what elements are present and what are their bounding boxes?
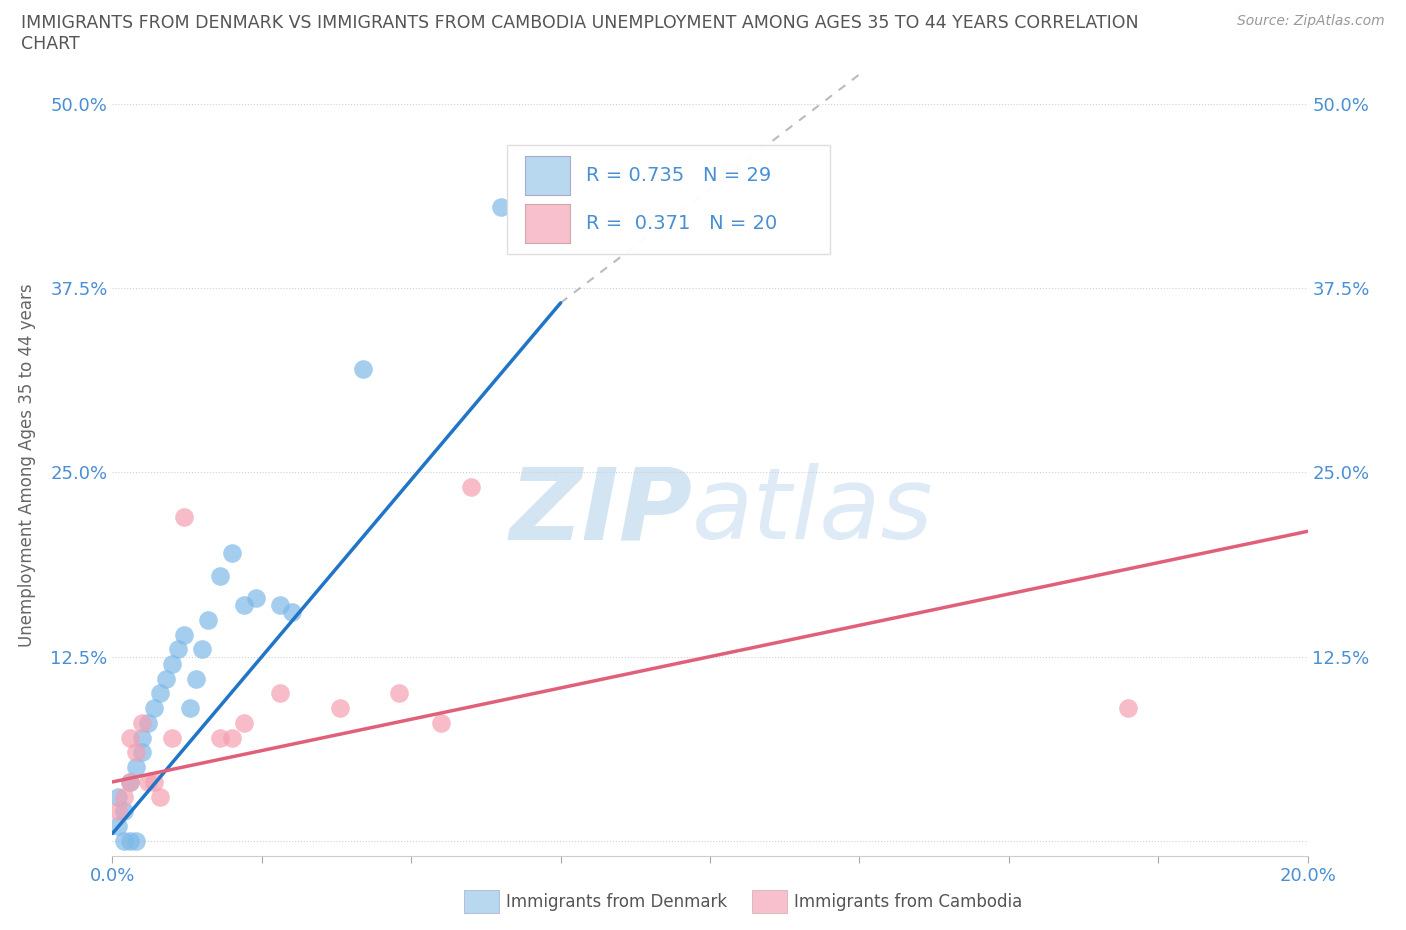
Point bbox=[162, 657, 183, 671]
Text: R =  0.371   N = 20: R = 0.371 N = 20 bbox=[586, 214, 778, 232]
Point bbox=[489, 200, 512, 215]
Point bbox=[233, 715, 256, 730]
Point bbox=[173, 509, 195, 524]
Point bbox=[120, 775, 142, 790]
Text: IMMIGRANTS FROM DENMARK VS IMMIGRANTS FROM CAMBODIA UNEMPLOYMENT AMONG AGES 35 T: IMMIGRANTS FROM DENMARK VS IMMIGRANTS FR… bbox=[21, 14, 1139, 32]
Point bbox=[179, 701, 201, 716]
Point bbox=[138, 775, 160, 790]
Point bbox=[209, 730, 232, 745]
Point bbox=[120, 775, 142, 790]
Point bbox=[209, 568, 232, 583]
Point bbox=[221, 546, 243, 561]
Point bbox=[197, 612, 219, 627]
Point bbox=[221, 730, 243, 745]
Point bbox=[131, 715, 153, 730]
Point bbox=[143, 775, 166, 790]
Point bbox=[281, 604, 304, 619]
Point bbox=[107, 790, 129, 804]
Point bbox=[430, 715, 453, 730]
Point bbox=[186, 671, 208, 686]
Text: R = 0.735   N = 29: R = 0.735 N = 29 bbox=[586, 166, 770, 185]
Point bbox=[173, 627, 195, 642]
Point bbox=[131, 730, 153, 745]
FancyBboxPatch shape bbox=[508, 145, 830, 254]
Point bbox=[233, 598, 256, 613]
Point bbox=[107, 818, 129, 833]
Point bbox=[155, 671, 177, 686]
Point bbox=[125, 833, 148, 848]
Point bbox=[120, 730, 142, 745]
Bar bbox=[524, 204, 571, 243]
Point bbox=[120, 833, 142, 848]
Point bbox=[191, 642, 214, 657]
Point bbox=[125, 760, 148, 775]
Point bbox=[353, 362, 375, 377]
Point bbox=[125, 745, 148, 760]
Point bbox=[114, 790, 135, 804]
Point bbox=[114, 804, 135, 818]
Point bbox=[114, 833, 135, 848]
Y-axis label: Unemployment Among Ages 35 to 44 years: Unemployment Among Ages 35 to 44 years bbox=[18, 284, 37, 646]
Text: Immigrants from Cambodia: Immigrants from Cambodia bbox=[794, 893, 1022, 911]
Point bbox=[138, 715, 160, 730]
Point bbox=[149, 790, 172, 804]
Point bbox=[143, 701, 166, 716]
Point bbox=[149, 686, 172, 701]
Point bbox=[245, 591, 267, 605]
Text: atlas: atlas bbox=[692, 463, 934, 561]
Text: Immigrants from Denmark: Immigrants from Denmark bbox=[506, 893, 727, 911]
Point bbox=[269, 598, 291, 613]
Point bbox=[269, 686, 291, 701]
Bar bbox=[524, 156, 571, 195]
Point bbox=[162, 730, 183, 745]
Text: Source: ZipAtlas.com: Source: ZipAtlas.com bbox=[1237, 14, 1385, 28]
Point bbox=[388, 686, 411, 701]
Point bbox=[131, 745, 153, 760]
Text: CHART: CHART bbox=[21, 35, 80, 53]
Point bbox=[329, 701, 352, 716]
Point bbox=[460, 480, 482, 495]
Point bbox=[167, 642, 190, 657]
Text: ZIP: ZIP bbox=[509, 463, 692, 561]
Point bbox=[1118, 701, 1140, 716]
Point bbox=[107, 804, 129, 818]
